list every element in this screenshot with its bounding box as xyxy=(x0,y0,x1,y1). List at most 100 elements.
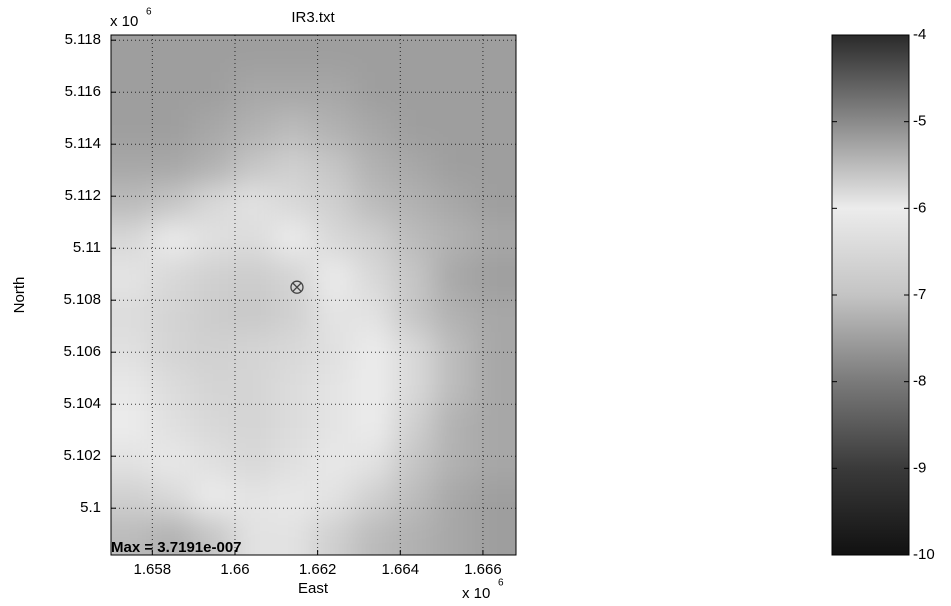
heatmap-cell xyxy=(475,35,516,74)
heatmap-cell xyxy=(435,332,477,371)
y-tick-label: 5.1 xyxy=(80,499,101,516)
x-exponent: x 10 xyxy=(462,585,490,602)
y-tick-label: 5.104 xyxy=(63,395,101,412)
heatmap-cell xyxy=(111,406,153,445)
heatmap-cell xyxy=(435,257,477,296)
heatmap-cell xyxy=(435,35,477,74)
heatmap-cell xyxy=(354,35,396,74)
heatmap-cell xyxy=(232,35,274,74)
annotation: Max = 3.7191e-007 xyxy=(111,539,242,556)
heatmap-cell xyxy=(273,517,315,555)
heatmap-cell xyxy=(111,220,153,259)
heatmap-cell xyxy=(475,480,516,519)
heatmap-cell xyxy=(232,146,274,185)
heatmap-cell xyxy=(192,257,234,296)
heatmap-cell xyxy=(313,480,355,519)
heatmap-cell xyxy=(273,332,315,371)
colorbar xyxy=(831,34,910,556)
heatmap-cell xyxy=(313,183,355,222)
heatmap-cell xyxy=(313,257,355,296)
x-tick-label: 1.658 xyxy=(134,561,172,578)
heatmap-cell xyxy=(394,480,436,519)
heatmap-cell xyxy=(435,220,477,259)
x-exponent-power: 6 xyxy=(498,578,504,589)
heatmap-cell xyxy=(394,295,436,334)
heatmap-cell xyxy=(111,332,153,371)
heatmap-cell xyxy=(151,295,193,334)
y-exponent-power: 6 xyxy=(146,7,152,18)
heatmap-cell xyxy=(151,35,193,74)
heatmap-cell xyxy=(313,406,355,445)
heatmap-cell xyxy=(435,406,477,445)
heatmap-cell xyxy=(192,146,234,185)
heatmap-cell xyxy=(394,146,436,185)
x-tick-label: 1.662 xyxy=(299,561,337,578)
x-axis-label: East xyxy=(298,580,329,597)
colorbar-tick-label: -6 xyxy=(913,199,926,216)
heatmap-cell xyxy=(354,295,396,334)
heatmap-cell xyxy=(394,257,436,296)
heatmap-cell xyxy=(435,72,477,111)
heatmap-cell xyxy=(111,257,153,296)
y-tick-label: 5.114 xyxy=(65,135,101,152)
heatmap-cell xyxy=(475,220,516,259)
heatmap-cell xyxy=(475,406,516,445)
heatmap-cell xyxy=(394,109,436,148)
heatmap-cell xyxy=(354,109,396,148)
heatmap-cell xyxy=(111,480,153,519)
heatmap-cell xyxy=(151,146,193,185)
heatmap-cell xyxy=(192,35,234,74)
heatmap-cell xyxy=(475,183,516,222)
heatmap-cell xyxy=(273,183,315,222)
heatmap-cell xyxy=(475,257,516,296)
heatmap-cell xyxy=(151,443,193,482)
heatmap-cell xyxy=(313,369,355,408)
heatmap-cell xyxy=(394,332,436,371)
heatmap-cell xyxy=(111,146,153,185)
heatmap-cell xyxy=(354,220,396,259)
heatmap-cell xyxy=(151,220,193,259)
heatmap-cell xyxy=(313,220,355,259)
heatmap-cell xyxy=(232,406,274,445)
heatmap-cell xyxy=(273,369,315,408)
heatmap-cell xyxy=(273,35,315,74)
heatmap-cell xyxy=(151,369,193,408)
heatmap-cell xyxy=(232,72,274,111)
heatmap-cell xyxy=(435,295,477,334)
y-tick-label: 5.106 xyxy=(63,343,101,360)
heatmap-cell xyxy=(273,406,315,445)
y-tick-label: 5.102 xyxy=(63,447,101,464)
colorbar-tick-label: -4 xyxy=(913,26,926,43)
heatmap-cell xyxy=(232,109,274,148)
heatmap-cell xyxy=(354,480,396,519)
heatmap-cell xyxy=(273,109,315,148)
heatmap-cell xyxy=(111,517,153,555)
heatmap-cell xyxy=(354,517,396,555)
heatmap-cell xyxy=(475,72,516,111)
heatmap-cell xyxy=(111,72,153,111)
colorbar-tick-label: -9 xyxy=(913,459,926,476)
marker xyxy=(290,280,304,294)
y-tick-label: 5.116 xyxy=(65,83,101,100)
heatmap-cell xyxy=(435,109,477,148)
heatmap-cell xyxy=(232,517,274,555)
heatmap-cell xyxy=(111,35,153,74)
colorbar-tick-label: -8 xyxy=(913,373,926,390)
heatmap-cell xyxy=(111,443,153,482)
heatmap-cell xyxy=(232,220,274,259)
heatmap-cell xyxy=(394,517,436,555)
heatmap-cell xyxy=(354,146,396,185)
heatmap-cell xyxy=(273,480,315,519)
heatmap-cell xyxy=(232,295,274,334)
heatmap-cell xyxy=(192,72,234,111)
heatmap-cell xyxy=(192,295,234,334)
heatmap-cell xyxy=(354,443,396,482)
x-tick-label: 1.664 xyxy=(382,561,420,578)
colorbar-tick-label: -5 xyxy=(913,113,926,130)
heatmap-cell xyxy=(435,183,477,222)
heatmap-cell xyxy=(354,257,396,296)
heatmap-cell xyxy=(111,109,153,148)
x-tick-label: 1.666 xyxy=(464,561,502,578)
heatmap-cell xyxy=(313,443,355,482)
heatmap-cell xyxy=(313,332,355,371)
